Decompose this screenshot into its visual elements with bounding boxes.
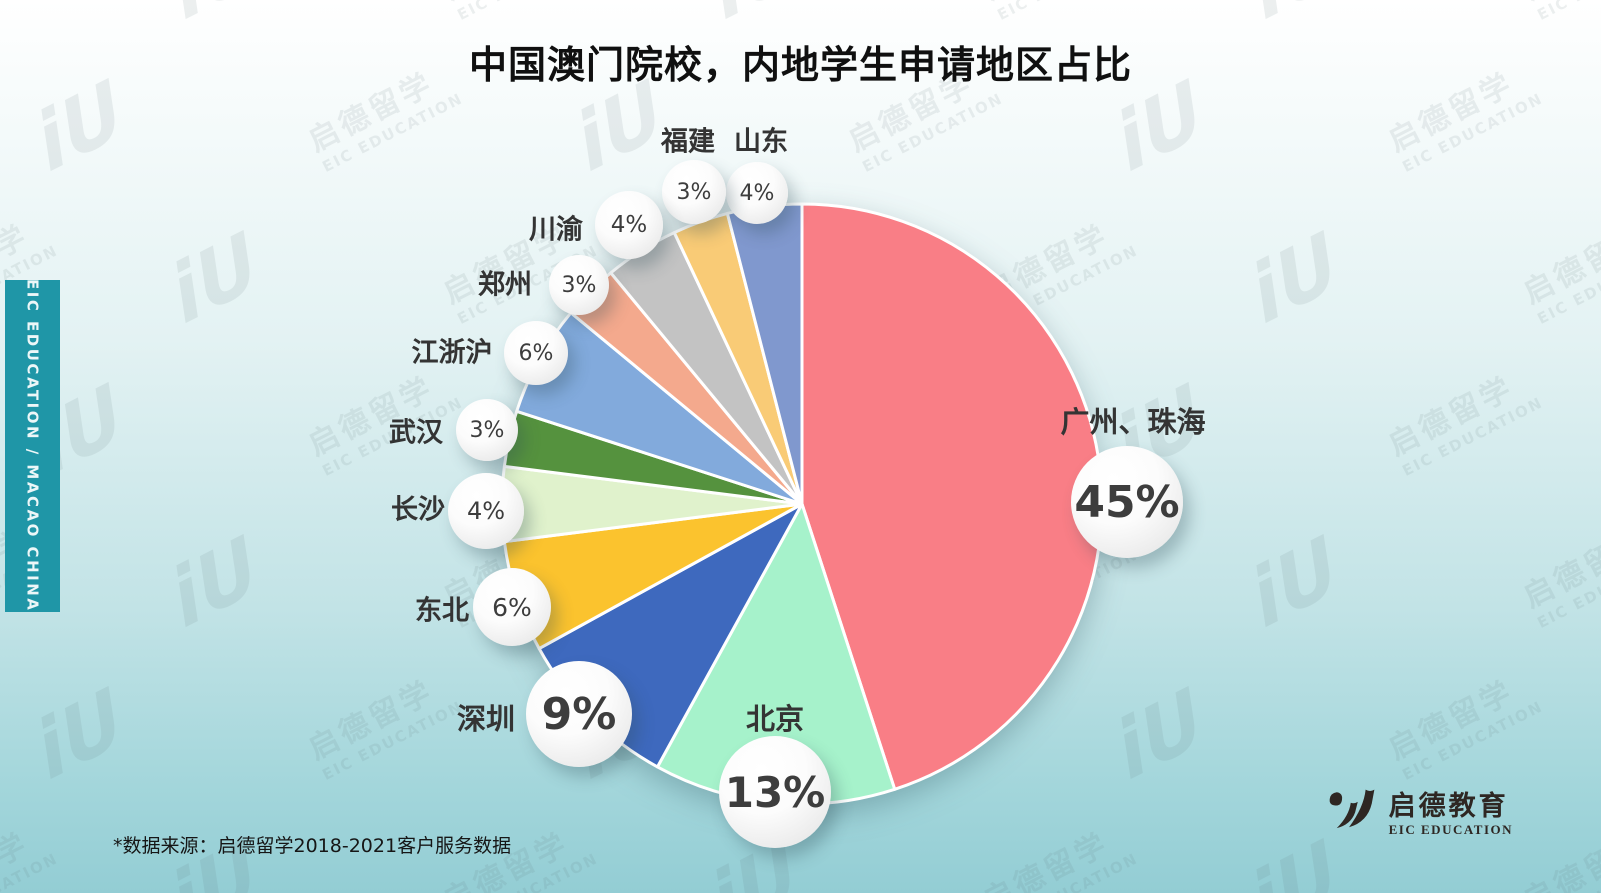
chart-title: 中国澳门院校，内地学生申请地区占比 [468,43,1132,87]
slice-value-changsha: 4% [448,473,524,549]
footer-logo-cn: 启德教育 [1388,791,1509,823]
slice-label-shenzhen: 深圳 [456,702,516,736]
slice-value-beijing: 13% [719,736,831,848]
slice-value-dongbei: 6% [473,568,551,646]
slice-label-chuanyu: 川渝 [529,214,583,246]
slice-value-fujian: 3% [662,160,726,224]
footer-logo-en: EIC EDUCATION [1388,821,1513,837]
section-sidebar-tab: EIC EDUCATION / MACAO CHINA [5,279,60,613]
slice-label-dongbei: 东北 [415,595,469,627]
eic-logo-icon [1321,785,1377,845]
slice-label-shandong: 山东 [734,126,788,158]
slice-label-wuhan: 武汉 [389,417,443,449]
footer-logo: 启德教育 EIC EDUCATION [1321,785,1513,845]
slice-value-shenzhen: 9% [526,661,632,767]
slice-label-changsha: 长沙 [391,494,445,526]
slice-label-jiangzhehu: 江浙沪 [411,337,493,369]
slice-value-wuhan: 3% [456,399,518,461]
data-source-note: *数据来源：启德留学2018-2021客户服务数据 [113,835,512,857]
sidebar-label: EIC EDUCATION / MACAO CHINA [23,279,42,613]
slice-label-guangzhou-zhuhai: 广州、珠海 [1060,405,1206,439]
slice-label-fujian: 福建 [661,126,715,158]
slice-value-zhengzhou: 3% [549,255,609,315]
slice-value-guangzhou-zhuhai: 45% [1071,446,1183,558]
slice-label-beijing: 北京 [745,702,805,736]
slice-label-zhengzhou: 郑州 [478,269,532,301]
slice-value-shandong: 4% [726,162,788,224]
slice-value-jiangzhehu: 6% [504,321,568,385]
slice-value-chuanyu: 4% [595,191,663,259]
